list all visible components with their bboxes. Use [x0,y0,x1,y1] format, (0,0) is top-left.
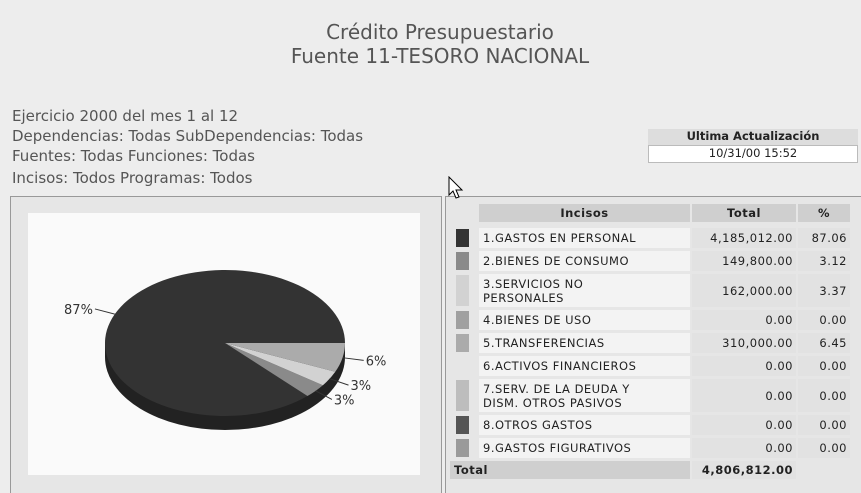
row-percent: 0.00 [798,415,850,435]
subtitle: Fuente 11-TESORO NACIONAL [290,44,590,68]
pie-label: 87% [64,303,93,318]
total-label: Total [450,461,690,479]
row-name: 5.TRANSFERENCIAS [479,333,690,353]
row-percent: 6.45 [798,333,850,353]
row-name: 1.GASTOS EN PERSONAL [479,228,690,248]
row-total: 0.00 [692,415,796,435]
row-total: 0.00 [692,356,796,376]
legend-swatch [456,334,469,352]
pie-chart: 87% 3%3% 6% [64,270,387,430]
row-name: 9.GASTOS FIGURATIVOS [479,438,690,458]
column-header: Incisos [479,204,690,222]
row-total: 0.00 [692,379,796,412]
legend-swatch [456,439,469,457]
leader-line [315,390,333,400]
pie-slice [225,343,345,372]
row-total: 310,000.00 [692,333,796,353]
row-percent: 0.00 [798,356,850,376]
legend-swatch [456,252,469,270]
row-name: 3.SERVICIOS NO PERSONALES [479,274,690,307]
legend-swatch [456,229,469,247]
leader-line [329,378,349,386]
row-percent: 0.00 [798,310,850,330]
row-percent: 3.12 [798,251,850,271]
cursor [448,176,464,199]
filter: Ejercicio 2000 del mes 1 al 12 [12,107,239,125]
pie-label: 6% [366,354,387,369]
legend-swatch [456,275,469,306]
total-value: 4,806,812.00 [692,461,796,479]
legend-swatch [456,380,469,411]
pie-label: 3% [334,393,355,408]
row-total: 149,800.00 [692,251,796,271]
row-name: 7.SERV. DE LA DEUDA Y DISM. OTROS PASIVO… [479,379,690,412]
row-percent: 0.00 [798,438,850,458]
row-percent: 87.06 [798,228,850,248]
row-total: 4,185,012.00 [692,228,796,248]
row-name: 4.BIENES DE USO [479,310,690,330]
column-header: Total [692,204,796,222]
row-total: 0.00 [692,438,796,458]
row-name: 8.OTROS GASTOS [479,415,690,435]
row-percent: 0.00 [798,379,850,412]
leader-line [94,308,115,315]
row-name: 6.ACTIVOS FINANCIEROS [479,356,690,376]
update-value: 10/31/00 15:52 [648,145,858,163]
filter: Incisos: Todos Programas: Todos [12,169,253,187]
pie-label: 3% [351,379,372,394]
row-total: 162,000.00 [692,274,796,307]
legend-swatch [456,416,469,434]
pie-slice [225,343,323,397]
filter: Dependencias: Todas SubDependencias: Tod… [12,127,364,145]
pie-slice [225,343,336,386]
row-total: 0.00 [692,310,796,330]
update-label: Ultima Actualización [648,129,858,145]
title: Crédito Presupuestario [326,20,554,44]
legend-swatch [456,311,469,329]
row-name: 2.BIENES DE CONSUMO [479,251,690,271]
leader-line [342,357,364,361]
filter: Fuentes: Todas Funciones: Todas [12,147,255,165]
column-header: % [798,204,850,222]
row-percent: 3.37 [798,274,850,307]
